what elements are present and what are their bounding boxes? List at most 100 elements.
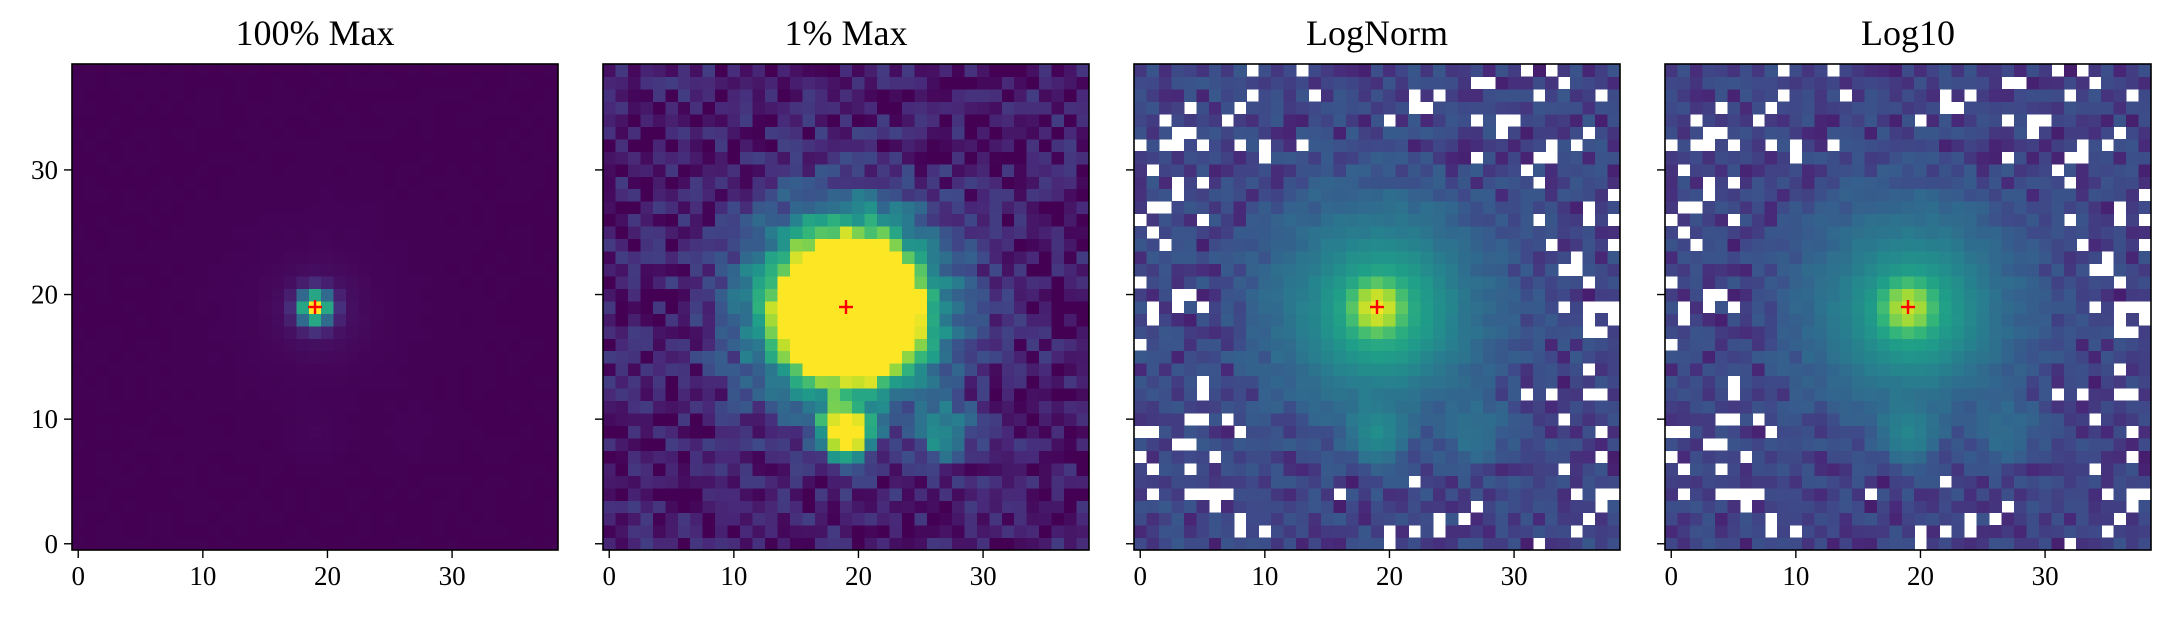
heatmap-cell xyxy=(258,300,272,314)
heatmap-cell xyxy=(615,437,629,451)
heatmap-cell xyxy=(2026,412,2040,426)
heatmap-cell xyxy=(1582,525,1596,539)
heatmap-cell xyxy=(939,300,953,314)
heatmap-cell xyxy=(864,375,878,389)
heatmap-cell xyxy=(209,313,223,327)
heatmap-cell xyxy=(1196,201,1210,215)
heatmap-cell xyxy=(1839,437,1853,451)
heatmap-cell xyxy=(1051,288,1065,302)
heatmap-cell xyxy=(1570,313,1584,327)
heatmap-cell xyxy=(752,325,766,339)
heatmap-cell xyxy=(1320,151,1334,165)
heatmap-cell xyxy=(1051,188,1065,202)
heatmap-cell xyxy=(777,101,791,115)
heatmap-cell xyxy=(1296,388,1310,402)
heatmap-cell xyxy=(109,64,123,78)
heatmap-cell xyxy=(283,400,297,414)
heatmap-cell xyxy=(1064,313,1078,327)
heatmap-cell xyxy=(877,188,891,202)
heatmap-cell xyxy=(927,201,941,215)
heatmap-cell xyxy=(109,325,123,339)
heatmap-cell xyxy=(1014,462,1028,476)
heatmap-cell xyxy=(221,163,235,177)
heatmap-cell xyxy=(234,138,248,152)
heatmap-cell xyxy=(927,176,941,190)
heatmap-cell xyxy=(1158,263,1172,277)
heatmap-cell xyxy=(1395,163,1409,177)
heatmap-cell xyxy=(939,512,953,526)
heatmap-cell xyxy=(902,512,916,526)
heatmap-cell xyxy=(1233,400,1247,414)
heatmap-cell xyxy=(1233,500,1247,514)
heatmap-cell xyxy=(1395,238,1409,252)
heatmap-cell xyxy=(1395,375,1409,389)
heatmap-cell xyxy=(2026,500,2040,514)
heatmap-cell xyxy=(927,412,941,426)
heatmap-cell xyxy=(508,300,522,314)
heatmap-cell xyxy=(740,151,754,165)
heatmap-cell xyxy=(1482,313,1496,327)
heatmap-cell xyxy=(989,163,1003,177)
heatmap-cell xyxy=(1482,126,1496,140)
heatmap-cell xyxy=(615,475,629,489)
heatmap-cell xyxy=(2076,487,2090,501)
heatmap-cell xyxy=(603,412,617,426)
heatmap-cell xyxy=(1001,425,1015,439)
heatmap-cell xyxy=(296,188,310,202)
heatmap-cell xyxy=(96,288,110,302)
heatmap-cell xyxy=(84,313,98,327)
heatmap-cell xyxy=(889,263,903,277)
heatmap-cell xyxy=(396,500,410,514)
heatmap-cell xyxy=(121,101,135,115)
heatmap-cell xyxy=(864,238,878,252)
heatmap-cell xyxy=(702,176,716,190)
heatmap-cell xyxy=(533,263,547,277)
heatmap-cell xyxy=(545,425,559,439)
heatmap-cell xyxy=(802,512,816,526)
heatmap-cell xyxy=(371,313,385,327)
heatmap-cell xyxy=(2063,500,2077,514)
heatmap-cell xyxy=(2113,412,2127,426)
heatmap-cell xyxy=(1345,437,1359,451)
heatmap-cell xyxy=(1570,375,1584,389)
heatmap-cell xyxy=(1320,176,1334,190)
heatmap-cell xyxy=(445,475,459,489)
heatmap-cell xyxy=(1283,213,1297,227)
heatmap-cell xyxy=(234,462,248,476)
heatmap-cell xyxy=(1064,76,1078,90)
heatmap-cell xyxy=(814,201,828,215)
heatmap-cell xyxy=(1233,412,1247,426)
heatmap-cell xyxy=(84,462,98,476)
heatmap-cell xyxy=(690,76,704,90)
heatmap-cell xyxy=(271,113,285,127)
heatmap-cell xyxy=(109,313,123,327)
heatmap-cell xyxy=(814,325,828,339)
heatmap-cell xyxy=(1408,288,1422,302)
heatmap-cell xyxy=(1221,64,1235,78)
heatmap-cell xyxy=(1283,400,1297,414)
heatmap-cell xyxy=(627,313,641,327)
heatmap-cell xyxy=(652,400,666,414)
heatmap-cell xyxy=(321,525,335,539)
heatmap-cell xyxy=(283,525,297,539)
heatmap-cell xyxy=(1470,487,1484,501)
heatmap-cell xyxy=(545,313,559,327)
heatmap-cell xyxy=(184,525,198,539)
heatmap-cell xyxy=(814,64,828,78)
heatmap-cell xyxy=(2001,400,2015,414)
heatmap-cell xyxy=(690,462,704,476)
heatmap-cell xyxy=(603,437,617,451)
heatmap-cell xyxy=(234,238,248,252)
heatmap-cell xyxy=(914,425,928,439)
heatmap-cell xyxy=(1545,475,1559,489)
heatmap-cell xyxy=(715,300,729,314)
heatmap-cell xyxy=(1134,238,1148,252)
heatmap-cell xyxy=(445,350,459,364)
heatmap-cell xyxy=(715,126,729,140)
heatmap-cell xyxy=(470,263,484,277)
heatmap-cell xyxy=(864,388,878,402)
heatmap-cell xyxy=(1714,525,1728,539)
heatmap-cell xyxy=(789,313,803,327)
heatmap-cell xyxy=(96,400,110,414)
